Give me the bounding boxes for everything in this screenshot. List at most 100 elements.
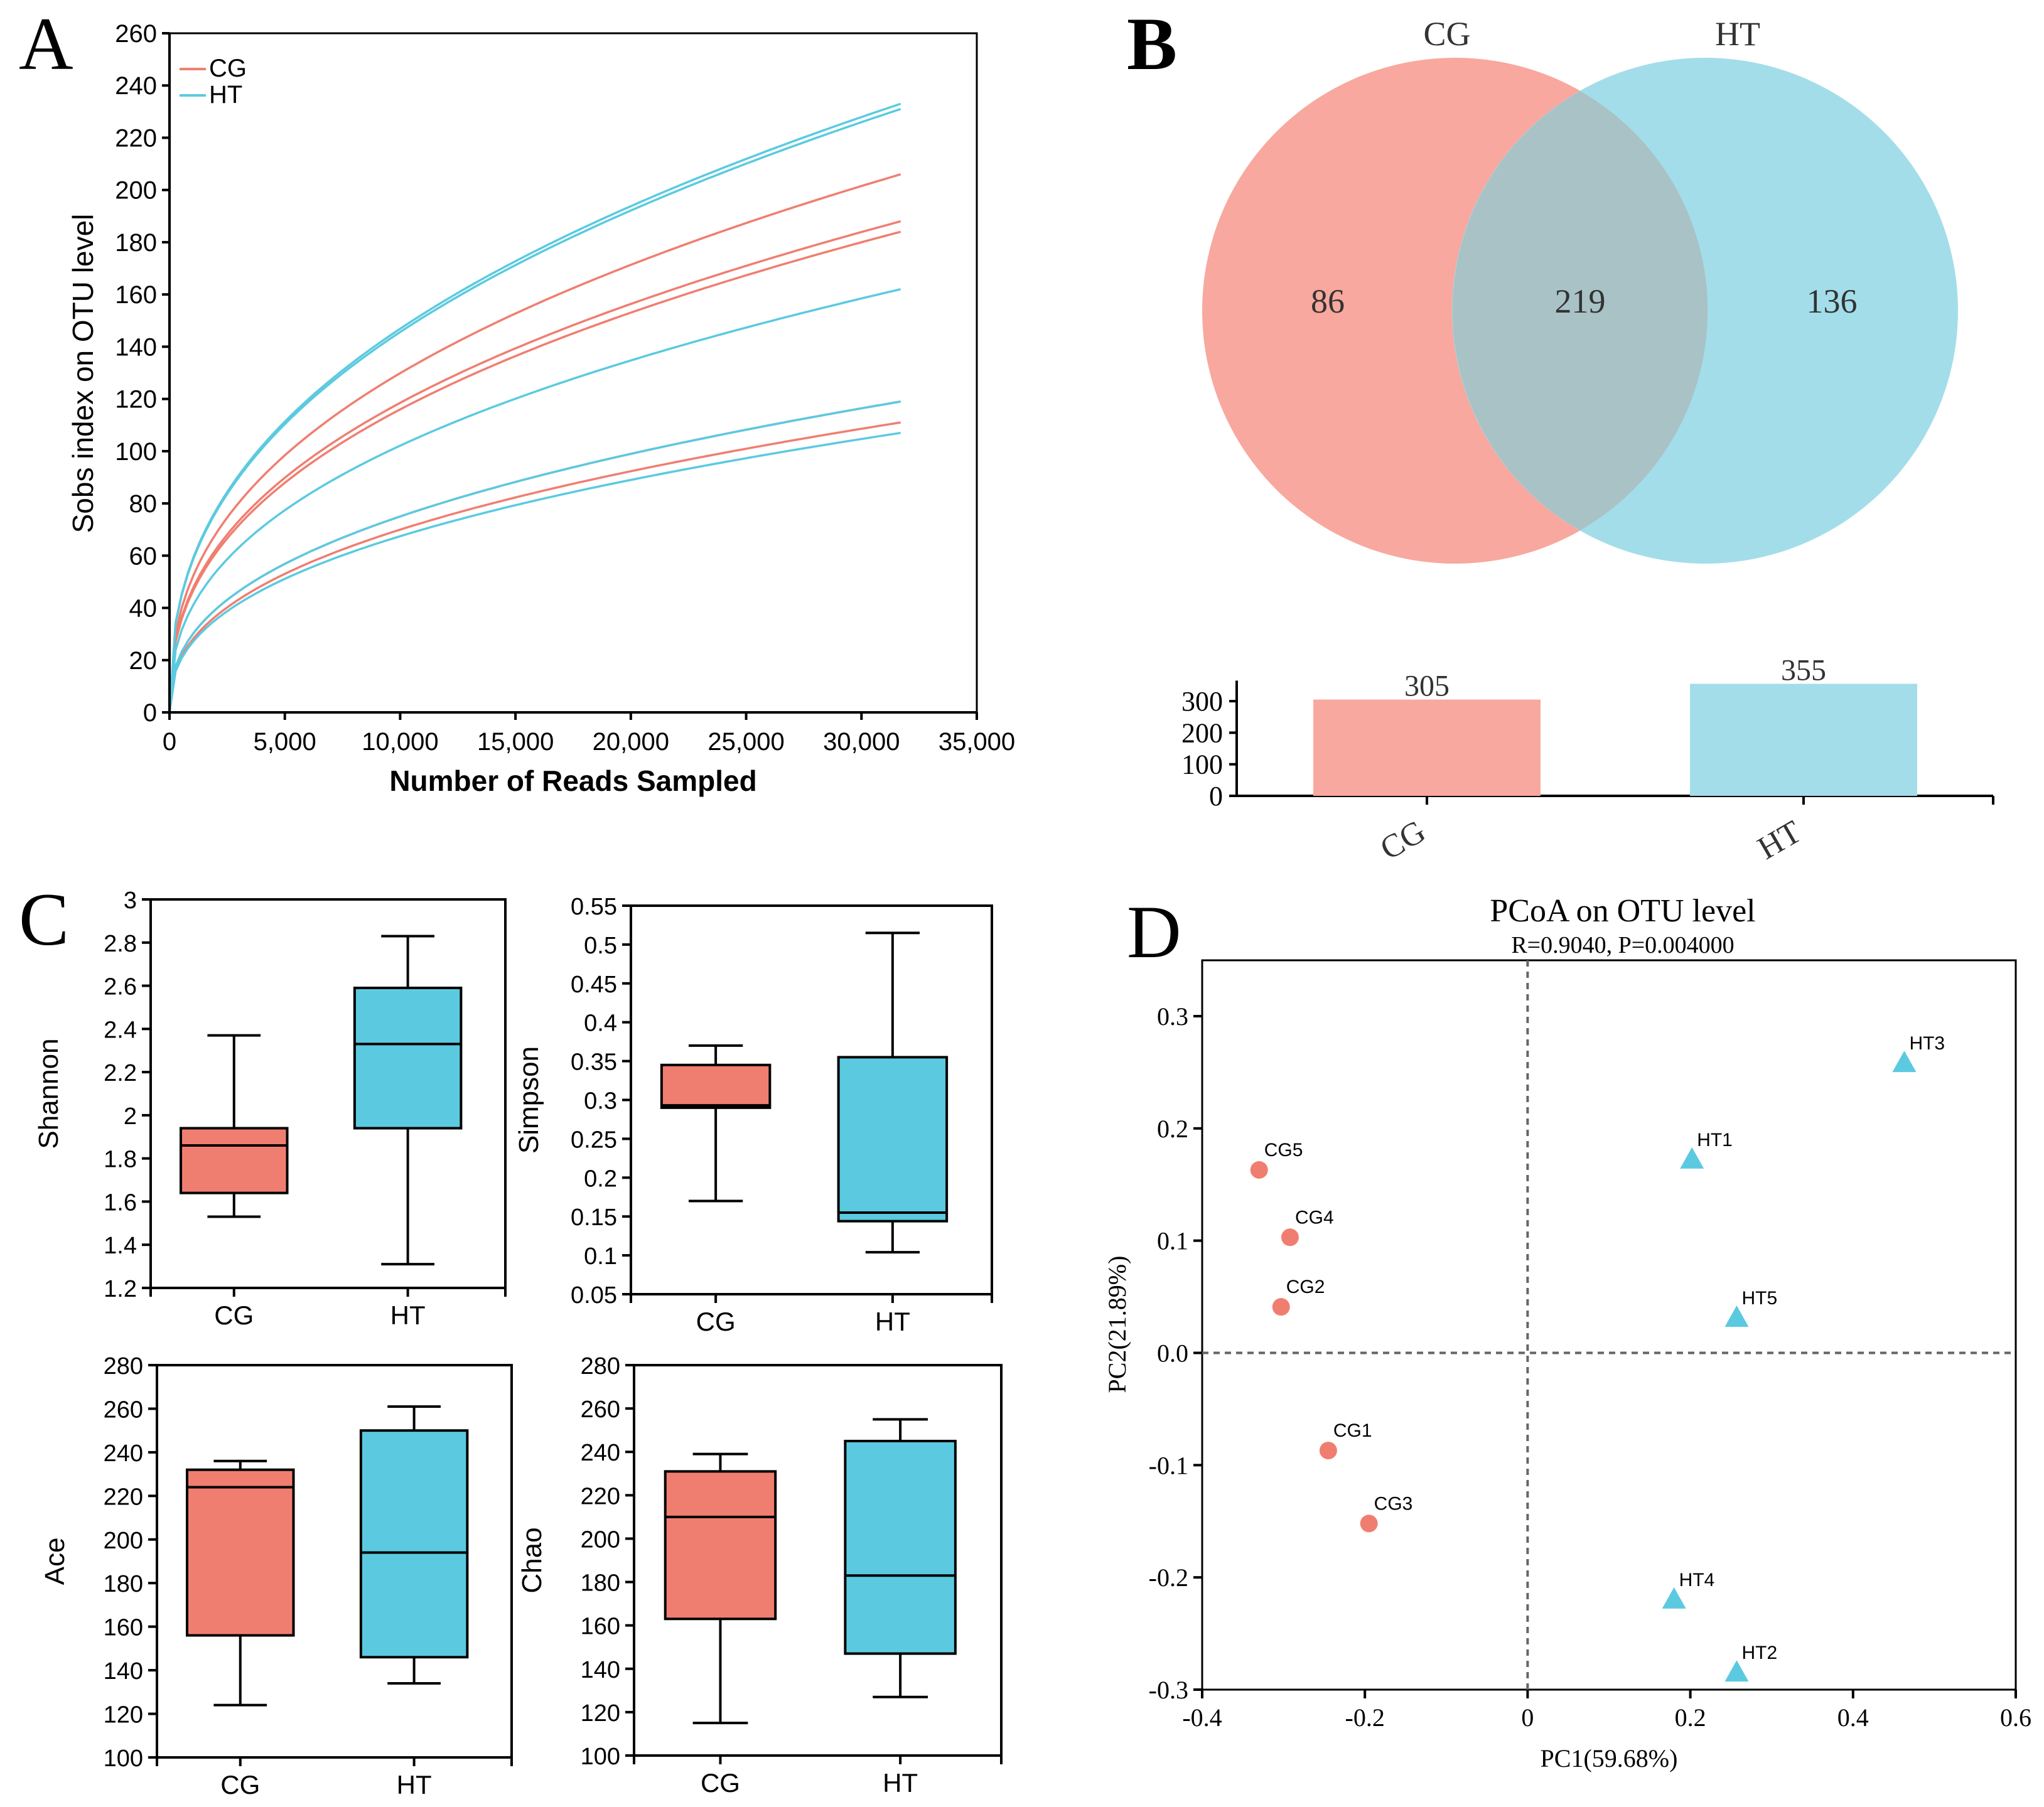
y-tick-label: 180 (104, 1571, 143, 1597)
bar-cg (1313, 699, 1541, 796)
y-tick-label: 100 (581, 1744, 620, 1770)
y-tick-label: 280 (581, 1353, 620, 1380)
point-ht4 (1662, 1587, 1686, 1609)
panel-letter-a: A (19, 2, 73, 85)
venn-count-cg-only: 86 (1311, 282, 1345, 320)
x-tick-label: CG (220, 1770, 260, 1799)
y-tick-label: 0.15 (571, 1204, 617, 1231)
y-tick-label: 2.6 (104, 974, 137, 1000)
legend: CG HT (180, 55, 247, 109)
panel-d-pcoa-chart: PCoA on OTU level R=0.9040, P=0.004000 -… (1103, 893, 2031, 1772)
bar-value-label: 305 (1404, 670, 1450, 703)
y-tick-label: 180 (581, 1570, 620, 1597)
point-ht3 (1892, 1051, 1917, 1073)
point-cg1 (1319, 1442, 1337, 1460)
rarefaction-curve-ht (168, 108, 901, 713)
rarefaction-curve-ht (168, 431, 901, 713)
point-label: HT3 (1909, 1033, 1945, 1054)
x-tick-label: CG (701, 1768, 740, 1798)
y-tick-label: 260 (104, 1397, 143, 1423)
point-ht2 (1724, 1660, 1749, 1682)
rarefaction-curve-cg (168, 230, 901, 713)
x-tick-label: 20,000 (593, 728, 669, 756)
rarefaction-curve-ht (168, 288, 901, 713)
point-cg5 (1250, 1161, 1268, 1179)
legend-label-cg: CG (209, 55, 247, 82)
y-tick-label: 100 (115, 438, 157, 466)
x-tick-label: 0 (1521, 1703, 1534, 1732)
legend-label-ht: HT (209, 81, 242, 109)
bar-y-tick-label: 100 (1181, 749, 1223, 780)
y-tick-label: 200 (581, 1526, 620, 1553)
point-ht5 (1724, 1306, 1749, 1327)
y-tick-label: -0.2 (1149, 1563, 1188, 1592)
rarefaction-curve-ht (168, 102, 901, 713)
venn-overlap (1452, 91, 1708, 530)
panel-letter-b: B (1127, 2, 1177, 85)
y-tick-label: 60 (129, 542, 158, 570)
y-tick-label: 0.4 (584, 1011, 617, 1037)
y-tick-label: 0.3 (1157, 1002, 1188, 1031)
box-cg (664, 1470, 777, 1621)
y-axis-label: Shannon (33, 1038, 64, 1149)
y-axis-label: Chao (517, 1527, 547, 1593)
bar-ht (1690, 684, 1917, 796)
y-tick-label: 0.0 (1157, 1339, 1188, 1368)
x-tick-label: 10,000 (362, 728, 438, 756)
point-label: HT1 (1697, 1130, 1733, 1150)
x-tick-label: 5,000 (254, 728, 316, 756)
pcoa-subtitle: R=0.9040, P=0.004000 (1511, 932, 1734, 958)
rarefaction-curve-ht (168, 400, 901, 713)
y-tick-label: 120 (104, 1702, 143, 1729)
y-tick-label: 80 (129, 490, 158, 518)
y-tick-label: 0.55 (571, 894, 617, 920)
boxplot-simpson: 0.05 0.1 0.15 0.2 0.25 0.3 0.35 0.4 0.45 0.5 0.55 S… (514, 894, 993, 1336)
axes: 0 20 40 60 80 100 120 140 160 180 200 220 240 260 0 5,0… (115, 20, 1015, 756)
x-tick-label: 0.2 (1675, 1703, 1706, 1732)
y-axis-label: PC2(21.89%) (1103, 1256, 1131, 1393)
x-tick-label: 25,000 (707, 728, 784, 756)
y-tick-label: 2.8 (104, 931, 137, 957)
y-tick-label: 120 (115, 386, 157, 414)
y-tick-label: 140 (115, 333, 157, 361)
y-axis-label: Sobs index on OTU level (67, 214, 99, 534)
y-tick-label: -0.1 (1149, 1451, 1188, 1479)
y-tick-label: 0.5 (584, 933, 617, 959)
y-tick-label: 2.4 (104, 1017, 137, 1043)
x-axis-label: PC1(59.68%) (1541, 1744, 1678, 1772)
y-tick-label: 160 (104, 1615, 143, 1641)
bar-y-tick-label: 300 (1181, 686, 1223, 717)
x-tick-label: 0 (163, 728, 176, 756)
y-tick-label: 220 (581, 1483, 620, 1509)
rarefaction-curves (168, 102, 901, 713)
y-tick-label: 100 (104, 1745, 143, 1772)
y-tick-label: 0.25 (571, 1127, 617, 1153)
point-label: CG3 (1374, 1493, 1413, 1514)
x-tick-label: CG (696, 1307, 736, 1336)
y-tick-label: 0.2 (584, 1166, 617, 1192)
y-tick-label: 180 (115, 229, 157, 257)
x-tick-label: 30,000 (823, 728, 900, 756)
plot-area-frame (156, 1364, 513, 1759)
plot-area-frame (1201, 959, 2017, 1691)
bar-value-label: 355 (1781, 653, 1826, 687)
y-tick-label: 240 (115, 72, 157, 100)
y-tick-label: 200 (104, 1528, 143, 1554)
y-tick-label: 160 (581, 1614, 620, 1640)
y-tick-label: 0.2 (1157, 1115, 1188, 1143)
y-tick-label: 1.4 (104, 1233, 137, 1259)
y-axis-label: Ace (40, 1538, 70, 1585)
y-tick-label: 140 (581, 1657, 620, 1683)
venn-count-ht-only: 136 (1807, 282, 1858, 320)
bar-y-tick-label: 200 (1181, 717, 1223, 748)
rarefaction-curve-cg (168, 220, 901, 713)
x-tick-label: 0.4 (1837, 1703, 1869, 1732)
x-tick-label: 35,000 (939, 728, 1015, 756)
panel-a-rarefaction-chart: 0 20 40 60 80 100 120 140 160 180 200 220 240 260 0 5,0… (67, 20, 1015, 797)
y-tick-label: 2.2 (104, 1060, 137, 1086)
x-tick-label: HT (875, 1307, 910, 1336)
x-tick-label: HT (390, 1300, 426, 1330)
